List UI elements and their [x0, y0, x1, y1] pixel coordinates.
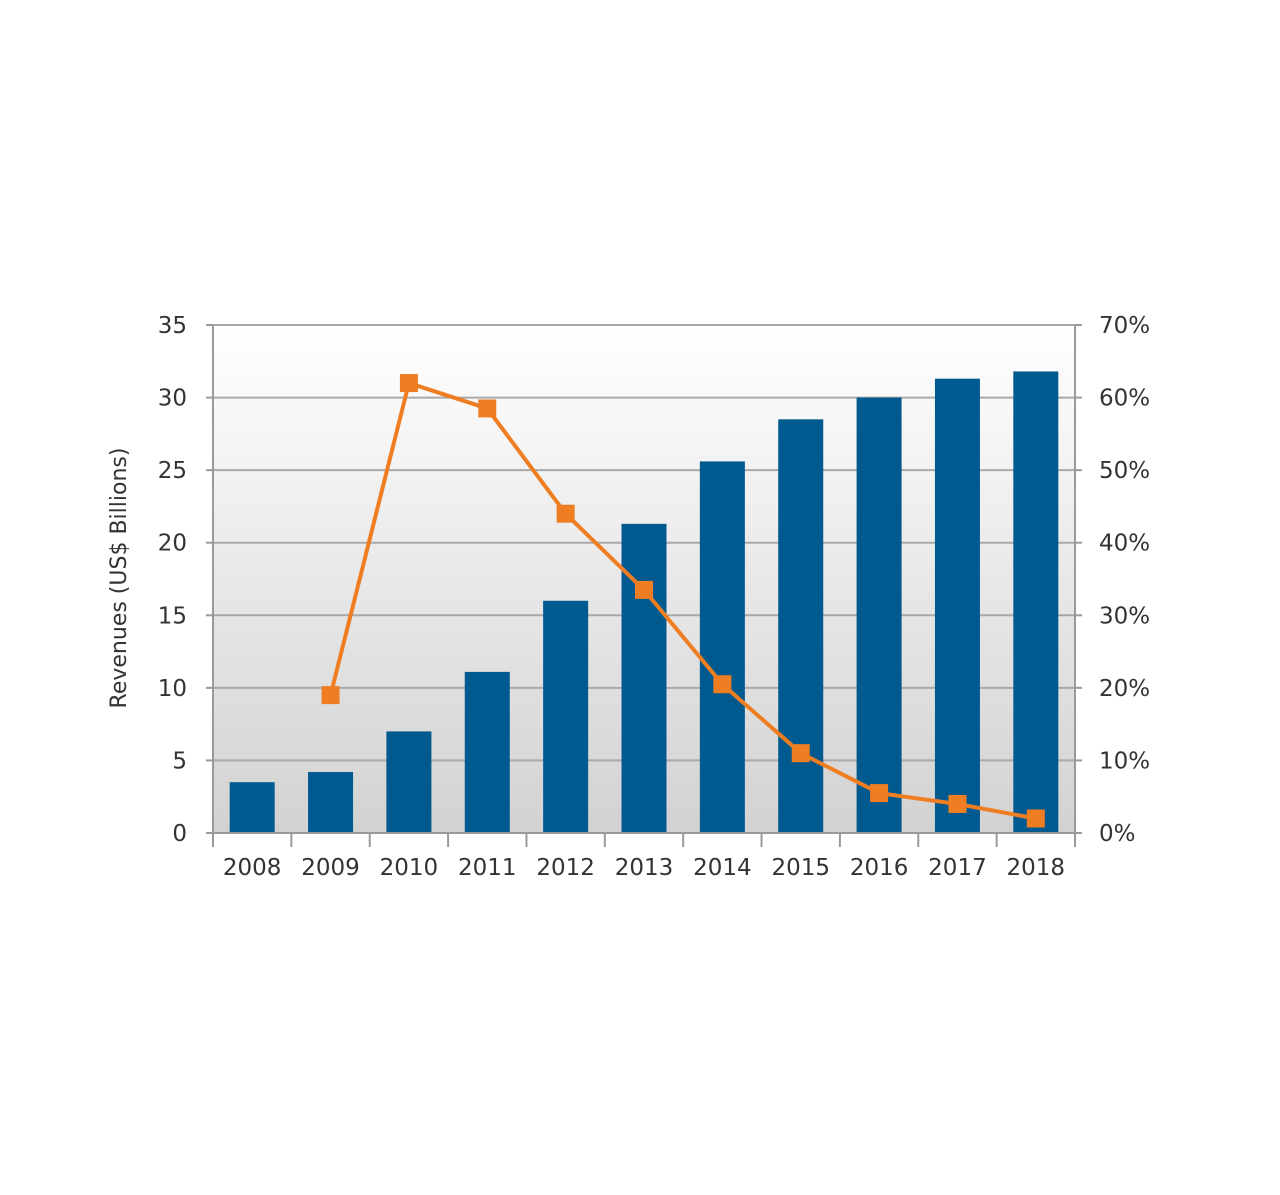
y2-tick-label: 40% — [1099, 531, 1150, 557]
x-tick-label: 2014 — [693, 855, 752, 881]
x-tick-label: 2010 — [380, 855, 439, 881]
y2-tick-label: 20% — [1099, 676, 1150, 702]
growth-point-2010 — [399, 374, 418, 393]
y-tick-label: 25 — [158, 458, 187, 484]
bar-2018 — [1013, 371, 1059, 833]
growth-point-2018 — [1026, 809, 1045, 828]
x-tick-label: 2017 — [928, 855, 987, 881]
x-tick-label: 2012 — [536, 855, 595, 881]
y2-tick-label: 60% — [1099, 386, 1150, 412]
growth-point-2012 — [556, 504, 575, 523]
x-tick-label: 2016 — [850, 855, 909, 881]
y2-tick-label: 70% — [1099, 313, 1150, 339]
growth-point-2013 — [635, 580, 653, 599]
growth-point-2014 — [713, 675, 732, 694]
y-axis-title: Revenues (US$ Billions) — [107, 448, 132, 709]
y-tick-label: 35 — [158, 313, 187, 339]
y-tick-label: 30 — [158, 386, 187, 412]
x-tick-label: 2008 — [223, 855, 282, 881]
y-tick-label: 0 — [172, 821, 187, 847]
x-tick-label: 2009 — [301, 855, 360, 881]
y2-tick-label: 30% — [1099, 603, 1150, 629]
growth-point-2016 — [870, 784, 889, 803]
x-tick-label: 2011 — [458, 855, 517, 881]
bar-2009 — [308, 772, 354, 833]
y2-tick-label: 50% — [1099, 458, 1150, 484]
bar-2017 — [934, 378, 980, 833]
growth-point-2015 — [791, 744, 810, 763]
tick-labels: 0 0% 5 10% 10 20% 15 30% 20 40% 25 50% 30 60% 35 70% 200… — [158, 313, 1150, 881]
x-tick-label: 2015 — [771, 855, 830, 881]
growth-line-path — [328, 381, 1037, 821]
bar-2012 — [543, 600, 589, 833]
x-tick-label: 2018 — [1007, 855, 1066, 881]
y-tick-label: 20 — [158, 531, 187, 557]
growth-point-2011 — [478, 399, 497, 418]
bar-2014 — [699, 461, 745, 833]
y-tick-label: 5 — [172, 748, 187, 774]
bar-2008 — [229, 782, 275, 833]
bar-2015 — [778, 419, 824, 833]
bar-2011 — [464, 671, 510, 833]
y2-tick-label: 10% — [1099, 748, 1150, 774]
x-tick-label: 2013 — [615, 855, 674, 881]
y-tick-label: 15 — [158, 603, 187, 629]
axes — [206, 324, 1082, 847]
bar-2010 — [386, 731, 432, 833]
bar-2016 — [856, 397, 902, 833]
revenue-bars — [229, 371, 1059, 833]
y2-tick-label: 0% — [1099, 821, 1136, 847]
growth-point-2009 — [321, 686, 340, 705]
y-tick-label: 10 — [158, 676, 187, 702]
growth-line — [321, 374, 1045, 828]
growth-point-2017 — [948, 794, 967, 813]
bar-2013 — [621, 523, 667, 833]
